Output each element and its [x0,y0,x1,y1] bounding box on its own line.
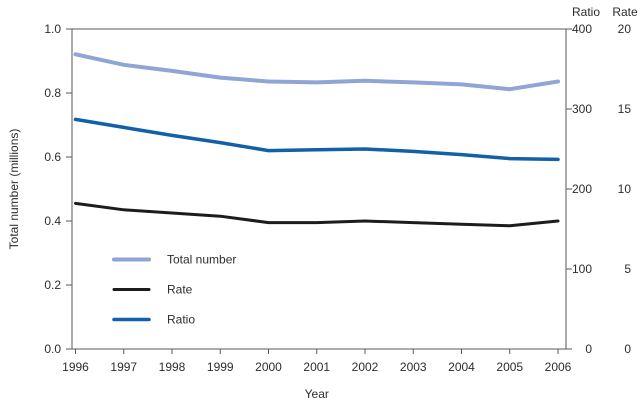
ratio-axis-tick-label: 200 [572,182,592,196]
series-line-ratio [73,117,560,162]
x-axis-tick-label: 2006 [545,360,572,374]
x-axis-tick-label: 2004 [448,360,475,374]
x-axis-tick-label: 2005 [496,360,523,374]
plot-frame [71,28,567,350]
x-axis-tick-label: 1996 [62,360,89,374]
ratio-axis-tick-label: 400 [572,22,592,36]
rate-axis-tick-label: 5 [624,262,631,276]
rate-axis-tick-label: 20 [618,22,632,36]
x-axis-tick-label: 1998 [159,360,186,374]
rate-axis-header: Rate [612,5,638,19]
ratio-axis-tick-label: 100 [572,262,592,276]
x-axis-title: Year [305,387,329,401]
ratio-axis-header: Ratio [572,5,600,19]
legend-label-total-number: Total number [167,253,236,267]
ratio-axis-tick-label: 0 [585,342,592,356]
y-axis-tick-label: 0.0 [44,342,61,356]
y-axis-tick-label: 0.2 [44,278,61,292]
legend-label-ratio: Ratio [167,313,195,327]
ratio-axis-tick-label: 300 [572,102,592,116]
y-axis-tick-label: 0.6 [44,150,61,164]
y-axis-title: Total number (millions) [7,129,21,250]
x-axis-tick-label: 2002 [352,360,379,374]
x-axis-tick-label: 1999 [207,360,234,374]
series-line-total-number [73,52,560,92]
x-axis-tick-label: 2003 [400,360,427,374]
x-axis-tick-label: 2000 [255,360,282,374]
y-axis-tick-label: 0.8 [44,86,61,100]
rate-axis-tick-label: 10 [618,182,632,196]
y-axis-tick-label: 1.0 [44,22,61,36]
rate-axis-tick-label: 15 [618,102,632,116]
x-axis-tick-label: 1997 [110,360,137,374]
x-axis-tick-label: 2001 [303,360,330,374]
rate-axis-tick-label: 0 [624,342,631,356]
y-axis-tick-label: 0.4 [44,214,61,228]
legend-label-rate: Rate [167,283,193,297]
series-line-rate [74,201,560,228]
